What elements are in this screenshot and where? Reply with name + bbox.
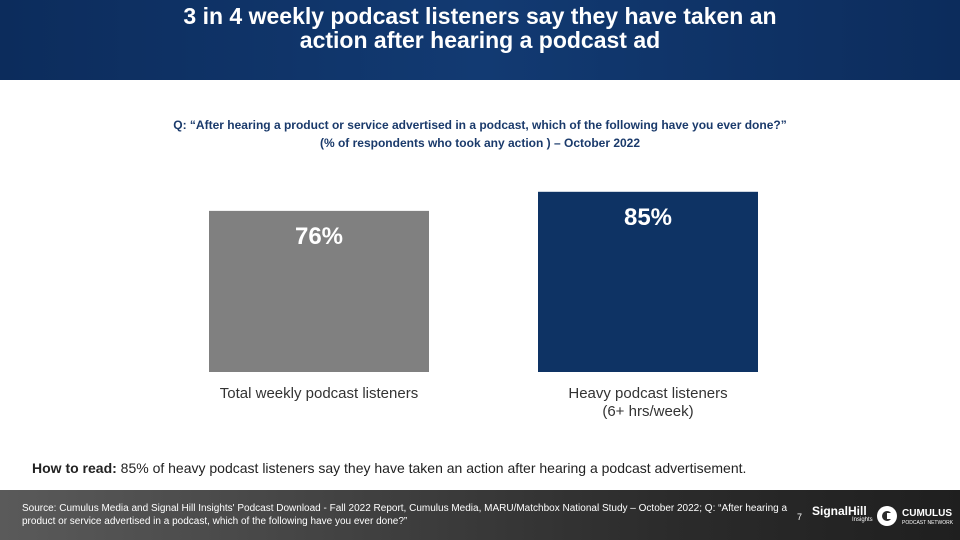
cumulus-logo-name: CUMULUS <box>902 508 952 519</box>
how-to-read: How to read: 85% of heavy podcast listen… <box>32 460 942 476</box>
source-note: Source: Cumulus Media and Signal Hill In… <box>22 503 788 527</box>
category-label: Total weekly podcast listeners <box>220 385 418 402</box>
question-line: Q: “After hearing a product or service a… <box>173 118 787 132</box>
how-to-read-label: How to read: <box>32 460 117 476</box>
data-label: 85% <box>624 204 672 231</box>
bar <box>209 210 429 372</box>
question-subline: (% of respondents who took any action ) … <box>319 136 641 150</box>
cumulus-logo-sub: PODCAST NETWORK <box>902 520 954 526</box>
page-title: 3 in 4 weekly podcast listeners say they… <box>183 3 777 53</box>
bar-chart: 76% Total weekly podcast listeners 85% Heav… <box>209 191 758 420</box>
cumulus-logo-icon <box>877 506 897 526</box>
category-label: Heavy podcast listeners <box>568 385 727 402</box>
question-text: Q: “After hearing a product or service a… <box>40 116 920 152</box>
signal-hill-logo-sub: Insights <box>852 517 873 523</box>
bar <box>538 191 758 372</box>
category-label: (6+ hrs/week) <box>602 403 693 420</box>
how-to-read-text: 85% of heavy podcast listeners say they … <box>116 460 747 476</box>
cumulus-logo: CUMULUS PODCAST NETWORK <box>876 505 953 532</box>
footer: Source: Cumulus Media and Signal Hill In… <box>0 490 960 540</box>
signal-hill-logo: SignalHill Insights <box>812 502 873 523</box>
signal-hill-logo-name: SignalHill <box>812 504 867 518</box>
page-number: 7 <box>797 512 803 522</box>
data-label: 76% <box>295 223 343 250</box>
title-banner: 3 in 4 weekly podcast listeners say they… <box>0 0 960 80</box>
